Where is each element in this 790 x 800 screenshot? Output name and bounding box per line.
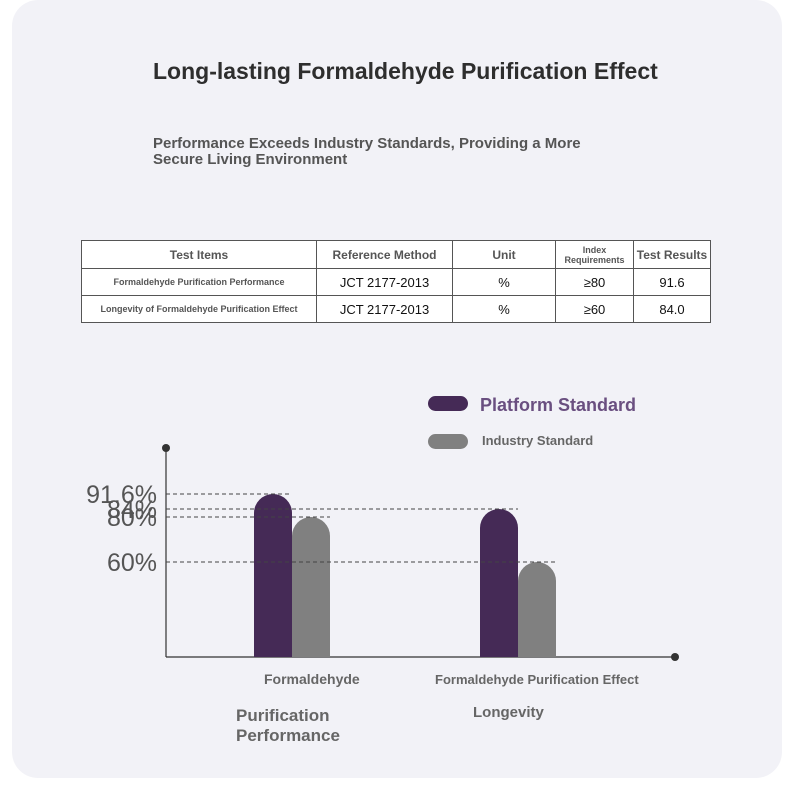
cell-test-item: Formaldehyde Purification Performance [81,268,317,296]
legend-swatch-platform [428,396,468,411]
legend-label-industry: Industry Standard [482,433,594,448]
cell-unit: % [452,268,556,296]
legend-swatch-industry [428,434,468,449]
cell-unit: % [452,295,556,323]
x-label-purification-effect: Formaldehyde Purification Effect [435,672,639,687]
cell-reference-method: JCT 2177-2013 [316,268,453,296]
header-index-requirements: Index Requirements [555,240,634,269]
cell-index-requirement: ≥80 [555,268,634,296]
product-card [12,0,782,778]
table-row: Formaldehyde Purification Performance JC… [81,268,711,296]
header-test-results: Test Results [633,240,711,269]
cell-test-result: 91.6 [633,268,711,296]
cell-index-requirement: ≥60 [555,295,634,323]
table-row: Longevity of Formaldehyde Purification E… [81,295,711,323]
test-results-table: Test Items Reference Method Unit Index R… [81,240,711,323]
caption-purification-performance: Purification Performance [236,706,340,745]
cell-test-item: Longevity of Formaldehyde Purification E… [81,295,317,323]
header-test-items: Test Items [81,240,317,269]
caption-longevity: Longevity [473,704,544,721]
cell-test-result: 84.0 [633,295,711,323]
x-label-formaldehyde: Formaldehyde [264,671,360,687]
legend-label-platform: Platform Standard [480,395,637,415]
cell-reference-method: JCT 2177-2013 [316,295,453,323]
header-unit: Unit [452,240,556,269]
table-header-row: Test Items Reference Method Unit Index R… [81,240,711,269]
page-subtitle: Performance Exceeds Industry Standards, … [153,135,581,168]
page-title: Long-lasting Formaldehyde Purification E… [153,58,658,84]
header-reference-method: Reference Method [316,240,453,269]
